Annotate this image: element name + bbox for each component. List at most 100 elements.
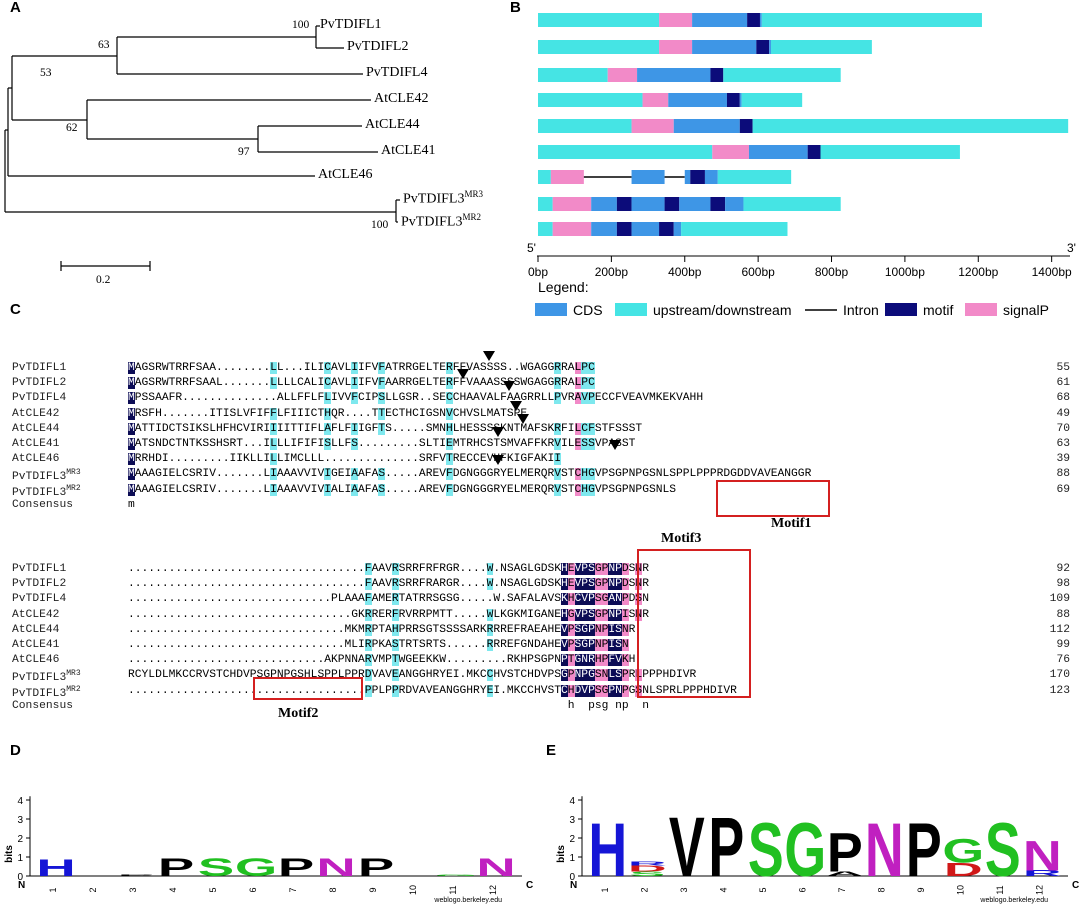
logo-letter-P: P xyxy=(906,808,942,894)
motif1-label: Motif1 xyxy=(771,516,812,531)
gene-signalp-segment xyxy=(631,119,674,133)
logo-position-label: 12 xyxy=(488,885,498,895)
phylogenetic-tree xyxy=(4,25,400,271)
logo-letter-N: N xyxy=(476,854,515,882)
alignment-sequence: MRSFH.......ITISLVFIFFLFIIICTHQR....TTEC… xyxy=(128,407,528,420)
gene-cds-segment xyxy=(591,197,617,211)
gene-cds-segment xyxy=(591,222,617,236)
alignment-position-number: 170 xyxy=(1049,669,1070,682)
alignment-position-number: 99 xyxy=(1056,639,1070,651)
tree-leaf-pvtdifl2: PvTDIFL2 xyxy=(347,39,409,54)
alignment-seq-name: AtCLE44 xyxy=(12,623,60,636)
logo-letter-R: R xyxy=(1023,869,1062,878)
logo-position-label: 9 xyxy=(916,887,926,892)
gene-utr-segment xyxy=(741,93,803,107)
axis-tick-label: 1400bp xyxy=(1032,265,1072,279)
tree-leaf-atcle41: AtCLE41 xyxy=(381,143,436,158)
motif1-box xyxy=(716,480,830,517)
tree-leaf-pvtdifl4: PvTDIFL4 xyxy=(366,65,428,80)
logo-y-tick: 1 xyxy=(569,853,575,864)
alignment-sequence: MATSNDCTNTKSSHSRT...ILLLIFIFISLLFS......… xyxy=(128,438,636,450)
alignment-seq-name: PvTDIFL4 xyxy=(12,392,67,405)
logo-position-label: 5 xyxy=(758,887,768,892)
alignment-position-number: 88 xyxy=(1056,468,1070,481)
axis-tick-label: 1200bp xyxy=(958,265,998,279)
logo-letter-S: S xyxy=(198,854,234,882)
legend-swatch-motif xyxy=(885,303,917,316)
logo-position-label: 1 xyxy=(48,887,58,892)
alignment-seq-name: Consensus xyxy=(12,498,74,511)
gene-cds-segment xyxy=(668,93,727,107)
alignment-seq-name: AtCLE44 xyxy=(12,422,60,435)
legend-swatch-utr xyxy=(615,303,647,316)
alignment-position-number: 61 xyxy=(1056,377,1070,390)
alignment-position-number: 88 xyxy=(1056,608,1070,621)
logo-letter-G: G xyxy=(235,854,277,882)
gene-utr-segment xyxy=(538,145,713,159)
gene-motif-segment xyxy=(710,197,726,211)
alignment-seq-name: PvTDIFL3MR2 xyxy=(12,684,81,700)
gene-cds-segment xyxy=(684,170,691,184)
alignment-seq-name: AtCLE42 xyxy=(12,407,60,420)
logo-position-label: 4 xyxy=(168,887,178,892)
logo-position-label: 8 xyxy=(876,887,886,892)
logo-watermark: weblogo.berkeley.edu xyxy=(433,897,502,904)
alignment-position-number: 123 xyxy=(1049,684,1070,697)
gene-signalp-segment xyxy=(659,13,693,27)
gene-cds-segment xyxy=(725,197,744,211)
logo-y-tick: 4 xyxy=(17,796,23,807)
panel-label-b: B xyxy=(510,0,521,16)
logo-letter-S: S xyxy=(985,808,1021,894)
alignment-seq-name: PvTDIFL1 xyxy=(12,362,67,374)
gene-utr-segment xyxy=(743,197,841,211)
logo-position-label: 9 xyxy=(368,887,378,892)
alignment-sequence: .................................GKRRERF… xyxy=(128,608,649,621)
bootstrap-value: 97 xyxy=(238,146,250,158)
axis-tick-label: 0bp xyxy=(528,265,548,279)
gene-motif-segment xyxy=(690,170,705,184)
gene-motif-segment xyxy=(616,197,632,211)
alignment-position-number: 69 xyxy=(1056,483,1070,496)
bootstrap-value: 53 xyxy=(40,67,52,79)
axis-tick-label: 1000bp xyxy=(885,265,925,279)
gene-motif-segment xyxy=(664,197,680,211)
logo-position-label: 2 xyxy=(639,887,649,892)
alignment-sequence: MRRHDI.........IIKLLILLIMCLLL...........… xyxy=(128,453,562,466)
logo-n-label: N xyxy=(18,880,25,891)
cleavage-arrow-icon xyxy=(492,455,504,465)
logo-position-label: 10 xyxy=(408,885,418,895)
legend-label-motif: motif xyxy=(923,302,953,318)
axis-tick-label: 600bp xyxy=(741,265,775,279)
logo-letter-P: P xyxy=(358,854,394,882)
axis-tick-label: 400bp xyxy=(668,265,702,279)
alignment-consensus: m xyxy=(128,498,135,511)
alignment-seq-name: PvTDIFL3MR3 xyxy=(12,468,81,484)
gene-cds-segment xyxy=(704,170,718,184)
motif2-label: Motif2 xyxy=(278,706,319,721)
gene-cds-segment xyxy=(692,40,757,54)
gene-utr-segment xyxy=(538,119,632,133)
logo-y-axis-label: bits xyxy=(556,845,567,863)
legend-title: Legend: xyxy=(538,279,589,295)
alignment-sequence: MAAAGIELCSRIV.......LIAAAVVIVIALIAAFAS..… xyxy=(128,483,677,496)
logo-position-label: 6 xyxy=(248,887,258,892)
gene-cds-segment xyxy=(748,145,808,159)
logo-position-label: 5 xyxy=(208,887,218,892)
alignment-seq-name: Consensus xyxy=(12,699,74,712)
alignment-position-number: 109 xyxy=(1049,593,1070,606)
gene-utr-segment xyxy=(820,145,960,159)
gene-cds-segment xyxy=(631,222,660,236)
logo-y-tick: 2 xyxy=(569,834,575,845)
logo-y-tick: 0 xyxy=(569,872,575,883)
gene-signalp-segment xyxy=(659,40,693,54)
logo-letter-D: D xyxy=(944,859,983,880)
alignment-position-number: 63 xyxy=(1056,438,1070,450)
gene-cds-segment xyxy=(637,68,711,82)
logo-position-label: 3 xyxy=(128,887,138,892)
cleavage-arrow-icon xyxy=(609,440,621,450)
logo-letter-G: G xyxy=(784,808,826,894)
alignment-position-number: 70 xyxy=(1056,422,1070,435)
gene-legend: CDS upstream/downstream Intron motif signalP xyxy=(535,302,1049,318)
logo-letter-P: P xyxy=(158,854,194,882)
alignment-seq-name: PvTDIFL1 xyxy=(12,563,67,575)
